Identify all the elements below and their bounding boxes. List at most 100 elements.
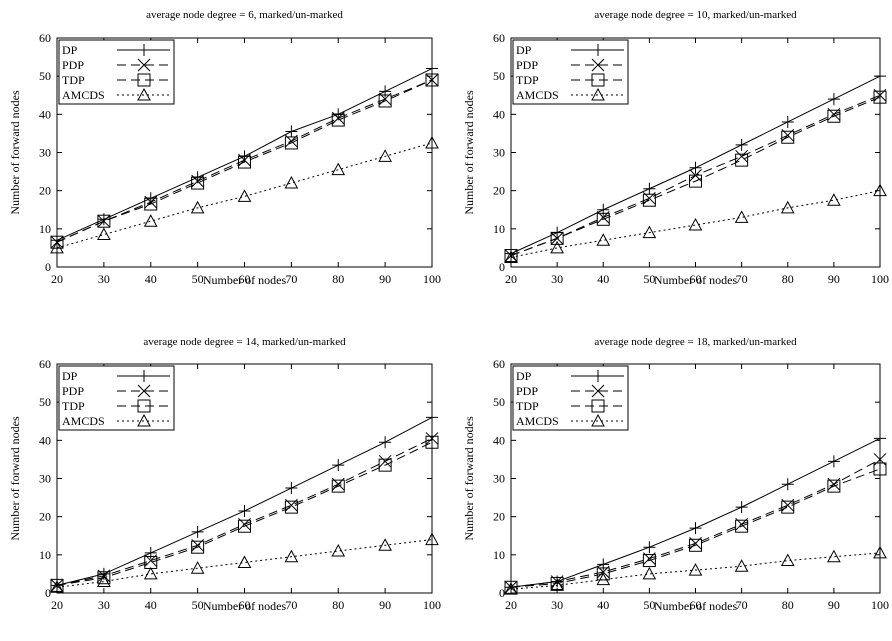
data-point-cross [425, 73, 439, 87]
data-point-square [735, 153, 749, 167]
y-tick-label: 10 [493, 548, 505, 562]
x-tick-label: 80 [782, 272, 794, 286]
y-tick-label: 30 [493, 146, 505, 160]
data-point-square [284, 136, 298, 150]
data-point-triangle [504, 582, 518, 595]
y-tick-label: 0 [499, 586, 505, 600]
data-point-triangle [780, 553, 795, 567]
data-point-cross [425, 432, 439, 445]
y-tick-label: 60 [39, 357, 51, 371]
y-tick-label: 40 [39, 433, 51, 447]
y-tick-label: 20 [493, 184, 505, 198]
data-point-triangle [97, 574, 111, 588]
data-point-plus [597, 558, 610, 571]
series-line [510, 468, 881, 588]
data-point-square [191, 176, 205, 190]
data-point-square [689, 538, 702, 552]
data-point-triangle [550, 578, 564, 591]
data-point-triangle [425, 532, 439, 546]
legend-marker-plus [138, 370, 150, 382]
x-tick-label: 40 [597, 272, 609, 286]
legend-marker-cross [591, 384, 605, 398]
legend-marker-square [591, 399, 605, 413]
data-point-triangle [331, 162, 346, 176]
data-point-plus [426, 62, 438, 75]
data-point-square [642, 554, 656, 568]
x-axis-label: Number of nodes [654, 599, 738, 613]
chart-title: average node degree = 10, marked/un-mark… [594, 9, 797, 21]
data-point-plus [238, 504, 251, 517]
y-tick-label: 0 [45, 260, 51, 274]
data-point-triangle [237, 189, 252, 202]
data-point-square [504, 249, 518, 263]
legend-marker-square [591, 73, 605, 87]
data-point-triangle [143, 566, 158, 580]
legend-marker-plus [592, 44, 604, 56]
data-point-plus [735, 501, 748, 514]
legend-label: DP [516, 369, 532, 383]
legend-box [512, 365, 629, 431]
legend-label: DP [62, 369, 78, 383]
y-tick-label: 40 [493, 107, 505, 121]
data-point-triangle [190, 200, 205, 214]
x-tick-label: 40 [597, 598, 609, 612]
x-tick-label: 70 [736, 598, 748, 612]
data-point-square [781, 500, 795, 514]
legend-label: PDP [62, 58, 84, 72]
y-tick-label: 60 [39, 31, 51, 45]
chart-title: average node degree = 18, marked/un-mark… [594, 336, 797, 348]
y-tick-label: 10 [493, 222, 505, 236]
x-tick-label: 60 [239, 598, 251, 612]
y-axis-label: Number of forward nodes [462, 416, 476, 541]
data-point-plus [379, 85, 392, 98]
data-point-square [50, 578, 64, 592]
y-tick-label: 30 [39, 472, 51, 486]
legend-marker-triangle [591, 87, 605, 101]
data-point-triangle [780, 200, 795, 214]
x-tick-label: 80 [332, 272, 344, 286]
data-point-square [827, 479, 841, 493]
series-line [510, 552, 881, 590]
data-point-triangle [237, 555, 252, 568]
y-tick-label: 60 [493, 31, 505, 45]
x-axis-label: Number of nodes [654, 273, 738, 287]
x-tick-label: 90 [828, 598, 840, 612]
data-point-square [596, 567, 610, 581]
y-tick-label: 20 [39, 184, 51, 198]
data-point-plus [332, 459, 345, 472]
y-tick-label: 50 [493, 395, 505, 409]
data-point-square [735, 519, 749, 533]
chart-panel-4: average node degree = 18, marked/un-mark… [462, 336, 889, 613]
x-tick-label: 80 [332, 598, 344, 612]
data-point-plus [827, 93, 840, 106]
series-tdp [504, 90, 887, 263]
x-tick-label: 70 [285, 598, 297, 612]
data-point-triangle [378, 149, 392, 162]
data-point-square [238, 519, 251, 533]
data-point-triangle [550, 240, 564, 254]
data-point-triangle [642, 225, 657, 239]
x-tick-label: 60 [239, 272, 251, 286]
y-tick-label: 20 [493, 510, 505, 524]
data-point-triangle [284, 549, 299, 563]
series-tdp [504, 462, 887, 594]
series-amcds [50, 135, 439, 254]
data-point-triangle [284, 175, 299, 189]
data-point-triangle [50, 240, 64, 254]
x-tick-label: 90 [379, 272, 391, 286]
data-point-triangle [143, 214, 158, 227]
data-point-square [238, 155, 251, 169]
legend-marker-cross [591, 58, 605, 72]
data-point-square [642, 193, 656, 207]
series-line [510, 96, 881, 257]
data-point-square [378, 458, 392, 472]
data-point-triangle [50, 580, 64, 593]
legend-label: TDP [62, 73, 85, 87]
data-point-triangle [97, 227, 111, 241]
data-point-plus [781, 478, 794, 491]
legend-marker-triangle [591, 413, 605, 427]
x-tick-label: 20 [505, 598, 517, 612]
x-tick-label: 30 [551, 598, 563, 612]
